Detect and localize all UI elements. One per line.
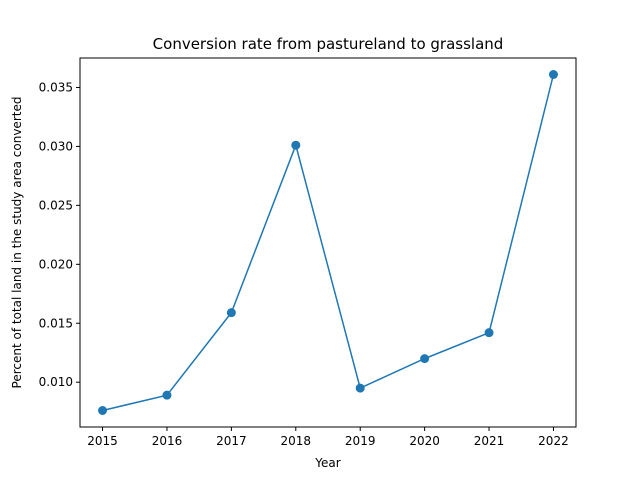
data-point bbox=[548, 70, 558, 80]
data-point bbox=[291, 140, 301, 150]
data-point bbox=[355, 383, 365, 393]
x-axis-label: Year bbox=[314, 456, 340, 470]
data-point bbox=[420, 354, 430, 364]
y-tick-label: 0.020 bbox=[39, 257, 73, 271]
y-tick-label: 0.015 bbox=[39, 316, 73, 330]
x-tick-label: 2018 bbox=[281, 434, 312, 448]
y-tick-label: 0.025 bbox=[39, 198, 73, 212]
axes-frame bbox=[79, 57, 577, 428]
series-line bbox=[102, 74, 555, 412]
plot-area bbox=[79, 57, 577, 428]
x-tick-label: 2020 bbox=[409, 434, 440, 448]
x-tick-label: 2015 bbox=[87, 434, 118, 448]
x-tick-label: 2022 bbox=[538, 434, 569, 448]
x-axis: 2015 2016 2017 2018 2019 2020 2021 2022 bbox=[87, 427, 569, 448]
x-tick-label: 2016 bbox=[152, 434, 183, 448]
data-point bbox=[162, 390, 172, 400]
y-tick-label: 0.010 bbox=[39, 375, 73, 389]
y-tick-label: 0.030 bbox=[39, 139, 73, 153]
x-tick-label: 2021 bbox=[474, 434, 505, 448]
y-axis-label: Percent of total land in the study area … bbox=[10, 97, 24, 389]
data-point bbox=[226, 308, 236, 318]
y-axis: 0.010 0.015 0.020 0.025 0.030 0.035 bbox=[39, 80, 80, 389]
data-point bbox=[484, 328, 494, 338]
series-layer bbox=[98, 70, 558, 415]
x-tick-label: 2019 bbox=[345, 434, 376, 448]
chart-title: Conversion rate from pastureland to gras… bbox=[153, 35, 504, 53]
data-point bbox=[98, 405, 108, 415]
x-tick-label: 2017 bbox=[216, 434, 247, 448]
y-tick-label: 0.035 bbox=[39, 80, 73, 94]
